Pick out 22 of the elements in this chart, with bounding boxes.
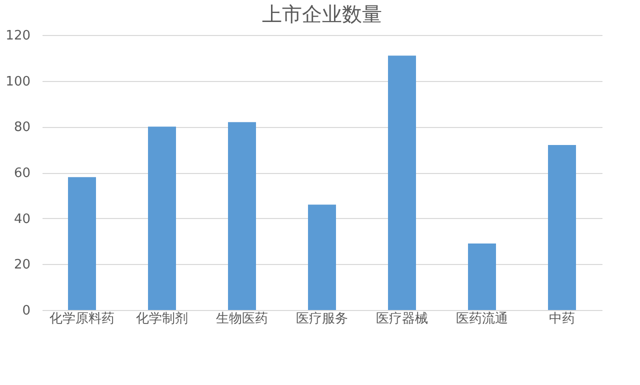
bar	[228, 122, 256, 310]
y-tick-label: 100	[6, 74, 30, 90]
bar	[308, 204, 336, 310]
x-tick-label: 医疗器械	[376, 312, 428, 326]
bar	[548, 145, 576, 310]
bar	[388, 56, 416, 310]
y-tick-label: 60	[14, 166, 30, 181]
bar	[68, 177, 96, 310]
bar	[148, 126, 176, 310]
x-tick-label: 生物医药	[216, 312, 268, 326]
x-tick-label: 医药流通	[456, 310, 508, 326]
y-tick-label: 120	[6, 28, 30, 44]
x-tick-label: 化学原料药	[50, 312, 114, 326]
y-tick-label: 0	[22, 304, 30, 318]
x-tick-label: 化学制剂	[136, 310, 188, 326]
y-tick-label: 40	[14, 212, 30, 227]
bar	[468, 244, 496, 310]
chart-title: 上市企业数量	[262, 2, 382, 26]
y-tick-label: 20	[14, 258, 30, 273]
x-tick-label: 中药	[549, 312, 575, 326]
y-tick-label: 80	[14, 120, 30, 136]
x-tick-label: 医疗服务	[296, 312, 348, 326]
